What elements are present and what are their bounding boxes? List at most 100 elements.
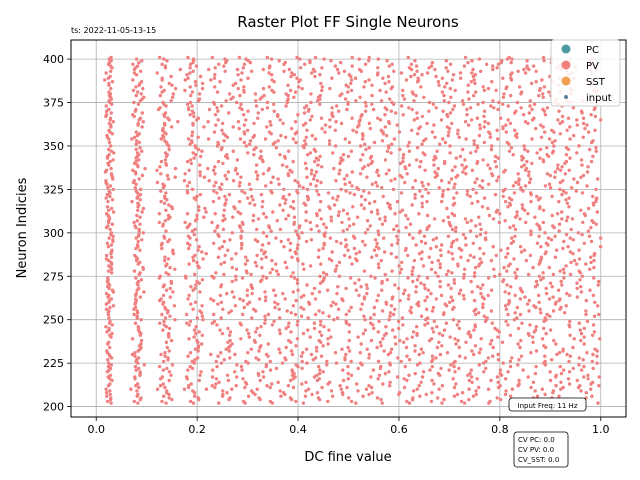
spike-point (567, 205, 571, 209)
spike-point (467, 330, 471, 334)
spike-point (511, 184, 516, 188)
spike-point (228, 338, 232, 343)
y-tick-label: 325 (43, 183, 64, 196)
spike-point (407, 149, 412, 153)
spike-point (544, 286, 548, 291)
spike-point (137, 385, 141, 390)
spike-point (195, 279, 199, 284)
spike-point (112, 151, 116, 155)
spike-point (362, 85, 366, 89)
spike-point (107, 293, 111, 298)
spike-point (452, 281, 457, 285)
spike-point (318, 368, 322, 372)
spike-point (161, 133, 165, 138)
spike-point (560, 114, 565, 119)
spike-point (134, 130, 138, 134)
spike-point (545, 146, 549, 150)
spike-point (217, 62, 221, 66)
spike-point (452, 186, 456, 190)
spike-point (304, 166, 309, 171)
legend-label-input: input (586, 93, 612, 104)
spike-point (221, 307, 225, 311)
spike-point (188, 113, 192, 117)
spike-point (334, 239, 339, 244)
spike-point (214, 359, 218, 364)
spike-point (425, 213, 430, 218)
spike-point (134, 93, 138, 98)
spike-point (227, 111, 231, 115)
spike-point (518, 245, 523, 249)
spike-point (347, 309, 351, 313)
spike-point (320, 85, 324, 89)
spike-point (476, 285, 480, 289)
spike-point (495, 128, 499, 132)
spike-point (210, 375, 215, 379)
spike-point (568, 354, 573, 358)
spike-point (107, 147, 111, 152)
spike-point (344, 243, 349, 247)
spike-point (511, 224, 516, 228)
spike-point (411, 265, 415, 270)
spike-point (136, 90, 140, 94)
spike-point (380, 288, 384, 292)
spike-point (255, 253, 259, 258)
spike-point (407, 163, 412, 167)
spike-point (538, 205, 542, 209)
spike-point (530, 161, 534, 166)
spike-point (548, 370, 552, 374)
spike-point (111, 158, 115, 162)
spike-point (553, 255, 558, 259)
spike-point (447, 250, 451, 254)
spike-point (560, 210, 564, 214)
spike-point (273, 140, 277, 145)
spike-point (219, 283, 224, 287)
spike-point (193, 272, 197, 277)
spike-point (589, 239, 594, 244)
spike-point (161, 382, 165, 386)
spike-point (550, 194, 554, 199)
spike-point (378, 217, 382, 221)
spike-point (288, 241, 293, 245)
spike-point (280, 163, 285, 167)
chart-title: Raster Plot FF Single Neurons (237, 13, 459, 31)
spike-point (317, 309, 321, 313)
spike-point (567, 359, 571, 364)
spike-point (473, 265, 478, 270)
spike-point (231, 95, 235, 100)
spike-point (498, 272, 502, 277)
spike-point (412, 118, 416, 122)
spike-point (479, 291, 483, 296)
spike-point (251, 219, 255, 223)
spike-point (413, 192, 417, 197)
spike-point (541, 92, 545, 96)
spike-point (244, 359, 248, 364)
spike-point (269, 180, 273, 185)
spike-point (244, 255, 248, 259)
spike-point (527, 298, 531, 303)
spike-point (307, 107, 311, 112)
spike-point (562, 368, 566, 372)
spike-point (321, 370, 325, 374)
spike-point (235, 363, 239, 367)
x-tick-label: 0.4 (289, 423, 307, 436)
spike-point (263, 250, 267, 254)
spike-point (107, 153, 111, 157)
spike-point (413, 196, 417, 200)
spike-point (350, 64, 354, 68)
spike-point (214, 271, 218, 275)
spike-point (501, 278, 506, 282)
spike-point (170, 363, 175, 367)
spike-point (453, 165, 457, 169)
spike-point (230, 290, 234, 294)
spike-point (452, 385, 457, 390)
spike-point (110, 80, 115, 84)
spike-point (357, 123, 361, 127)
spike-point (285, 309, 289, 313)
spike-point (500, 340, 505, 344)
spike-point (436, 258, 440, 263)
spike-point (446, 133, 450, 138)
spike-point (557, 394, 561, 398)
spike-point (506, 252, 510, 256)
spike-point (105, 205, 110, 209)
spike-point (556, 118, 560, 122)
